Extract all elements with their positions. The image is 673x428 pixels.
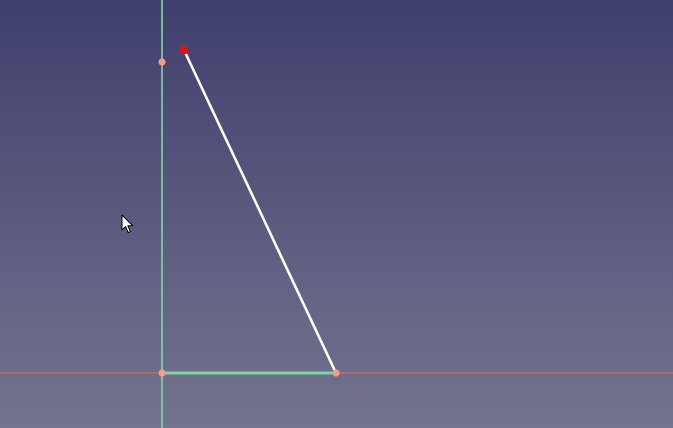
- origin-point[interactable]: [158, 369, 166, 377]
- line-end-point[interactable]: [332, 369, 340, 377]
- slanted-line-edge[interactable]: [182, 49, 338, 374]
- axis-point-upper[interactable]: [158, 58, 166, 66]
- selected-line-start-point[interactable]: [179, 45, 189, 55]
